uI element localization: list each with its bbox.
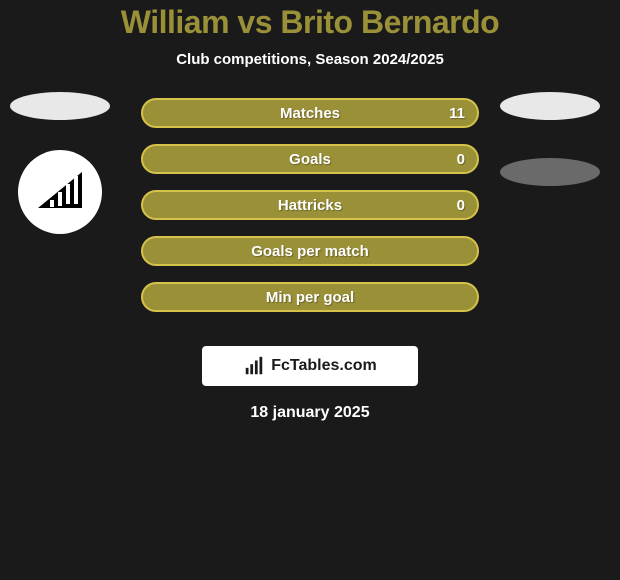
stat-row-goals: Goals 0 [141,144,479,174]
stat-label: Goals [289,151,331,168]
brand-text: FcTables.com [271,357,377,375]
stat-label: Matches [280,105,340,122]
stat-label: Goals per match [251,243,369,260]
stat-bars: Matches 11 Goals 0 Hattricks 0 Goals per… [141,98,479,312]
club-crest-icon [30,162,90,222]
stat-label: Min per goal [266,289,354,306]
snapshot-date: 18 january 2025 [0,404,620,422]
stat-row-min-per-goal: Min per goal [141,282,479,312]
right-player-badges [500,92,600,224]
stat-row-hattricks: Hattricks 0 [141,190,479,220]
stat-row-goals-per-match: Goals per match [141,236,479,266]
stat-row-matches: Matches 11 [141,98,479,128]
comparison-card: William vs Brito Bernardo Club competiti… [0,0,620,422]
stats-area: Matches 11 Goals 0 Hattricks 0 Goals per… [0,98,620,338]
right-badge-placeholder-1 [500,92,600,120]
left-player-badges [10,92,110,234]
left-club-logo [18,150,102,234]
stat-label: Hattricks [278,197,342,214]
footer-brand-badge: FcTables.com [202,346,418,386]
left-badge-placeholder [10,92,110,120]
right-badge-placeholder-2 [500,158,600,186]
stat-value: 0 [457,151,465,168]
stat-value: 0 [457,197,465,214]
page-title: William vs Brito Bernardo [0,4,620,41]
page-subtitle: Club competitions, Season 2024/2025 [0,51,620,68]
brand-chart-icon [243,355,265,377]
stat-value: 11 [449,105,465,122]
